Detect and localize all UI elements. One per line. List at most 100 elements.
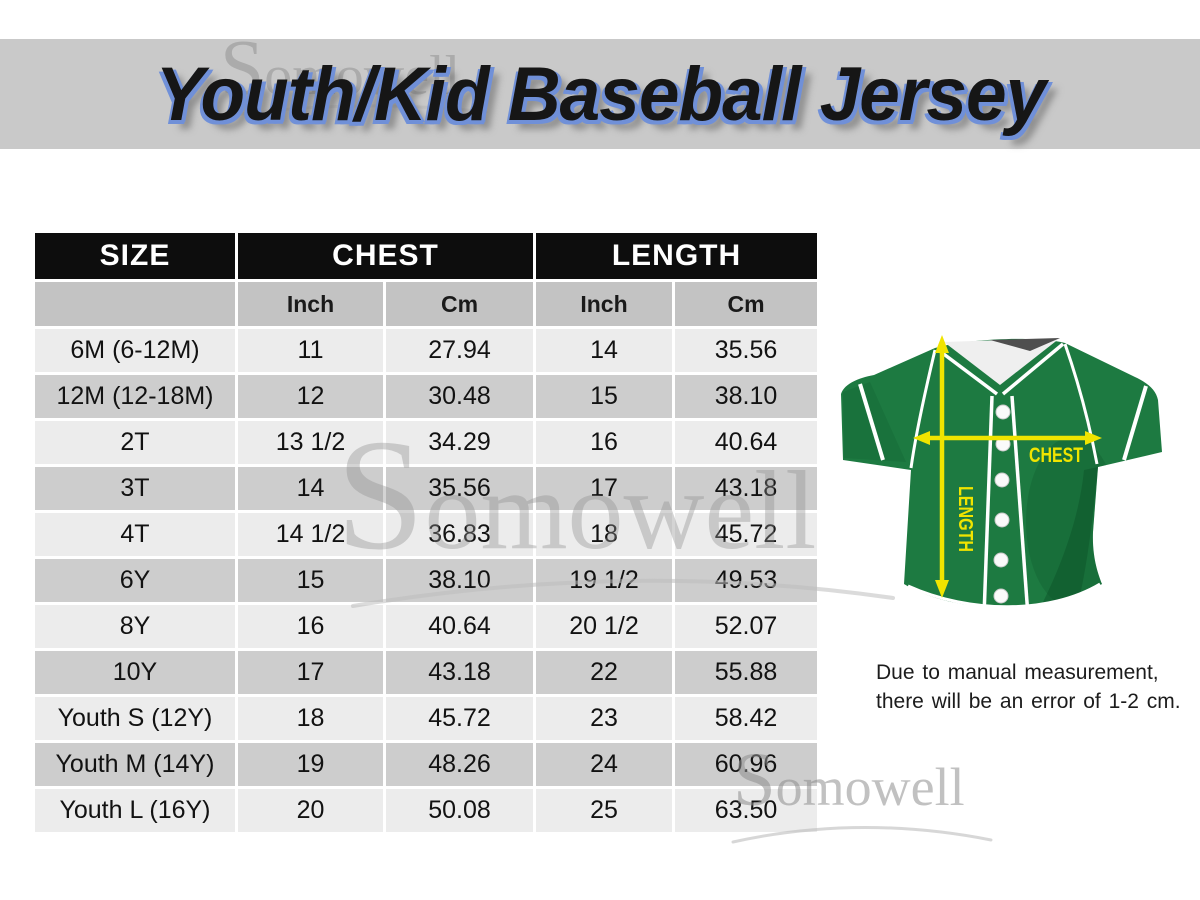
table-row: 4T 14 1/2 36.83 18 45.72 xyxy=(35,513,817,556)
value-cell: 25 xyxy=(536,789,672,832)
size-cell: 12M (12-18M) xyxy=(35,375,235,418)
table-row: Youth M (14Y) 19 48.26 24 60.96 xyxy=(35,743,817,786)
value-cell: 23 xyxy=(536,697,672,740)
placket-line-right xyxy=(1010,395,1030,617)
raglan-seam-left xyxy=(909,349,937,469)
value-cell: 60.96 xyxy=(675,743,817,786)
size-cell: 10Y xyxy=(35,651,235,694)
value-cell: 52.07 xyxy=(675,605,817,648)
value-cell: 16 xyxy=(238,605,383,648)
value-cell: 30.48 xyxy=(386,375,533,418)
note-line-1: Due to manual measurement, xyxy=(876,661,1159,684)
cuff-stripe-right xyxy=(1122,385,1148,461)
value-cell: 48.26 xyxy=(386,743,533,786)
units-cell: Cm xyxy=(386,282,533,326)
value-cell: 24 xyxy=(536,743,672,786)
collar-shadow xyxy=(990,338,1060,351)
value-cell: 55.88 xyxy=(675,651,817,694)
units-cell-empty xyxy=(35,282,235,326)
size-cell: 8Y xyxy=(35,605,235,648)
table-row: Youth L (16Y) 20 50.08 25 63.50 xyxy=(35,789,817,832)
table-header-row: SIZE CHEST LENGTH xyxy=(35,233,817,279)
raglan-seam-right xyxy=(1063,343,1099,465)
chest-label: CHEST xyxy=(1029,444,1083,467)
value-cell: 43.18 xyxy=(386,651,533,694)
title-banner xyxy=(0,39,1200,149)
value-cell: 45.72 xyxy=(675,513,817,556)
size-cell: Youth M (14Y) xyxy=(35,743,235,786)
measurement-arrows xyxy=(913,335,1102,598)
value-cell: 15 xyxy=(536,375,672,418)
value-cell: 17 xyxy=(238,651,383,694)
table-row: 2T 13 1/2 34.29 16 40.64 xyxy=(35,421,817,464)
value-cell: 58.42 xyxy=(675,697,817,740)
value-cell: 19 1/2 xyxy=(536,559,672,602)
value-cell: 38.10 xyxy=(675,375,817,418)
value-cell: 19 xyxy=(238,743,383,786)
size-table: SIZE CHEST LENGTH Inch Cm Inch Cm 6M (6-… xyxy=(32,230,820,835)
size-cell: Youth L (16Y) xyxy=(35,789,235,832)
value-cell: 17 xyxy=(536,467,672,510)
value-cell: 13 1/2 xyxy=(238,421,383,464)
collar-piping-left xyxy=(935,347,999,396)
size-table-body: 6M (6-12M) 11 27.94 14 35.56 12M (12-18M) 12 30… xyxy=(35,329,817,832)
value-cell: 35.56 xyxy=(386,467,533,510)
value-cell: 18 xyxy=(238,697,383,740)
value-cell: 11 xyxy=(238,329,383,372)
value-cell: 20 xyxy=(238,789,383,832)
value-cell: 49.53 xyxy=(675,559,817,602)
jersey-diagram: CHEST LENGTH xyxy=(841,335,1162,617)
col-header-length: LENGTH xyxy=(536,233,817,279)
size-cell: 3T xyxy=(35,467,235,510)
value-cell: 63.50 xyxy=(675,789,817,832)
size-cell: 6M (6-12M) xyxy=(35,329,235,372)
table-row: 8Y 16 40.64 20 1/2 52.07 xyxy=(35,605,817,648)
buttons xyxy=(993,404,1011,604)
value-cell: 12 xyxy=(238,375,383,418)
table-row: 10Y 17 43.18 22 55.88 xyxy=(35,651,817,694)
size-cell: Youth S (12Y) xyxy=(35,697,235,740)
table-row: 6M (6-12M) 11 27.94 14 35.56 xyxy=(35,329,817,372)
table-row: Youth S (12Y) 18 45.72 23 58.42 xyxy=(35,697,817,740)
length-label: LENGTH xyxy=(954,486,976,552)
col-header-size: SIZE xyxy=(35,233,235,279)
placket-line-left xyxy=(982,395,994,617)
table-row: 12M (12-18M) 12 30.48 15 38.10 xyxy=(35,375,817,418)
value-cell: 40.64 xyxy=(675,421,817,464)
value-cell: 43.18 xyxy=(675,467,817,510)
value-cell: 14 xyxy=(536,329,672,372)
cuff-stripe-left xyxy=(858,383,885,461)
measurement-note: Due to manual measurement, there will be… xyxy=(876,658,1186,716)
value-cell: 18 xyxy=(536,513,672,556)
size-cell: 6Y xyxy=(35,559,235,602)
page-title: Youth/Kid Baseball Jersey xyxy=(155,51,1046,137)
value-cell: 22 xyxy=(536,651,672,694)
note-line-2: there will be an error of 1-2 cm. xyxy=(876,690,1181,713)
units-cell: Inch xyxy=(238,282,383,326)
value-cell: 38.10 xyxy=(386,559,533,602)
units-cell: Inch xyxy=(536,282,672,326)
jersey-shading xyxy=(843,382,1118,608)
collar-piping-right xyxy=(1001,342,1065,396)
value-cell: 14 1/2 xyxy=(238,513,383,556)
table-row: 3T 14 35.56 17 43.18 xyxy=(35,467,817,510)
value-cell: 40.64 xyxy=(386,605,533,648)
value-cell: 15 xyxy=(238,559,383,602)
value-cell: 27.94 xyxy=(386,329,533,372)
value-cell: 35.56 xyxy=(675,329,817,372)
size-cell: 4T xyxy=(35,513,235,556)
hem-piping xyxy=(907,582,1101,609)
size-cell: 2T xyxy=(35,421,235,464)
value-cell: 20 1/2 xyxy=(536,605,672,648)
col-header-chest: CHEST xyxy=(238,233,533,279)
page-title-wrap: Youth/Kid Baseball Jersey xyxy=(0,39,1200,149)
units-cell: Cm xyxy=(675,282,817,326)
value-cell: 45.72 xyxy=(386,697,533,740)
value-cell: 16 xyxy=(536,421,672,464)
value-cell: 36.83 xyxy=(386,513,533,556)
value-cell: 50.08 xyxy=(386,789,533,832)
table-units-row: Inch Cm Inch Cm xyxy=(35,282,817,326)
value-cell: 34.29 xyxy=(386,421,533,464)
table-row: 6Y 15 38.10 19 1/2 49.53 xyxy=(35,559,817,602)
